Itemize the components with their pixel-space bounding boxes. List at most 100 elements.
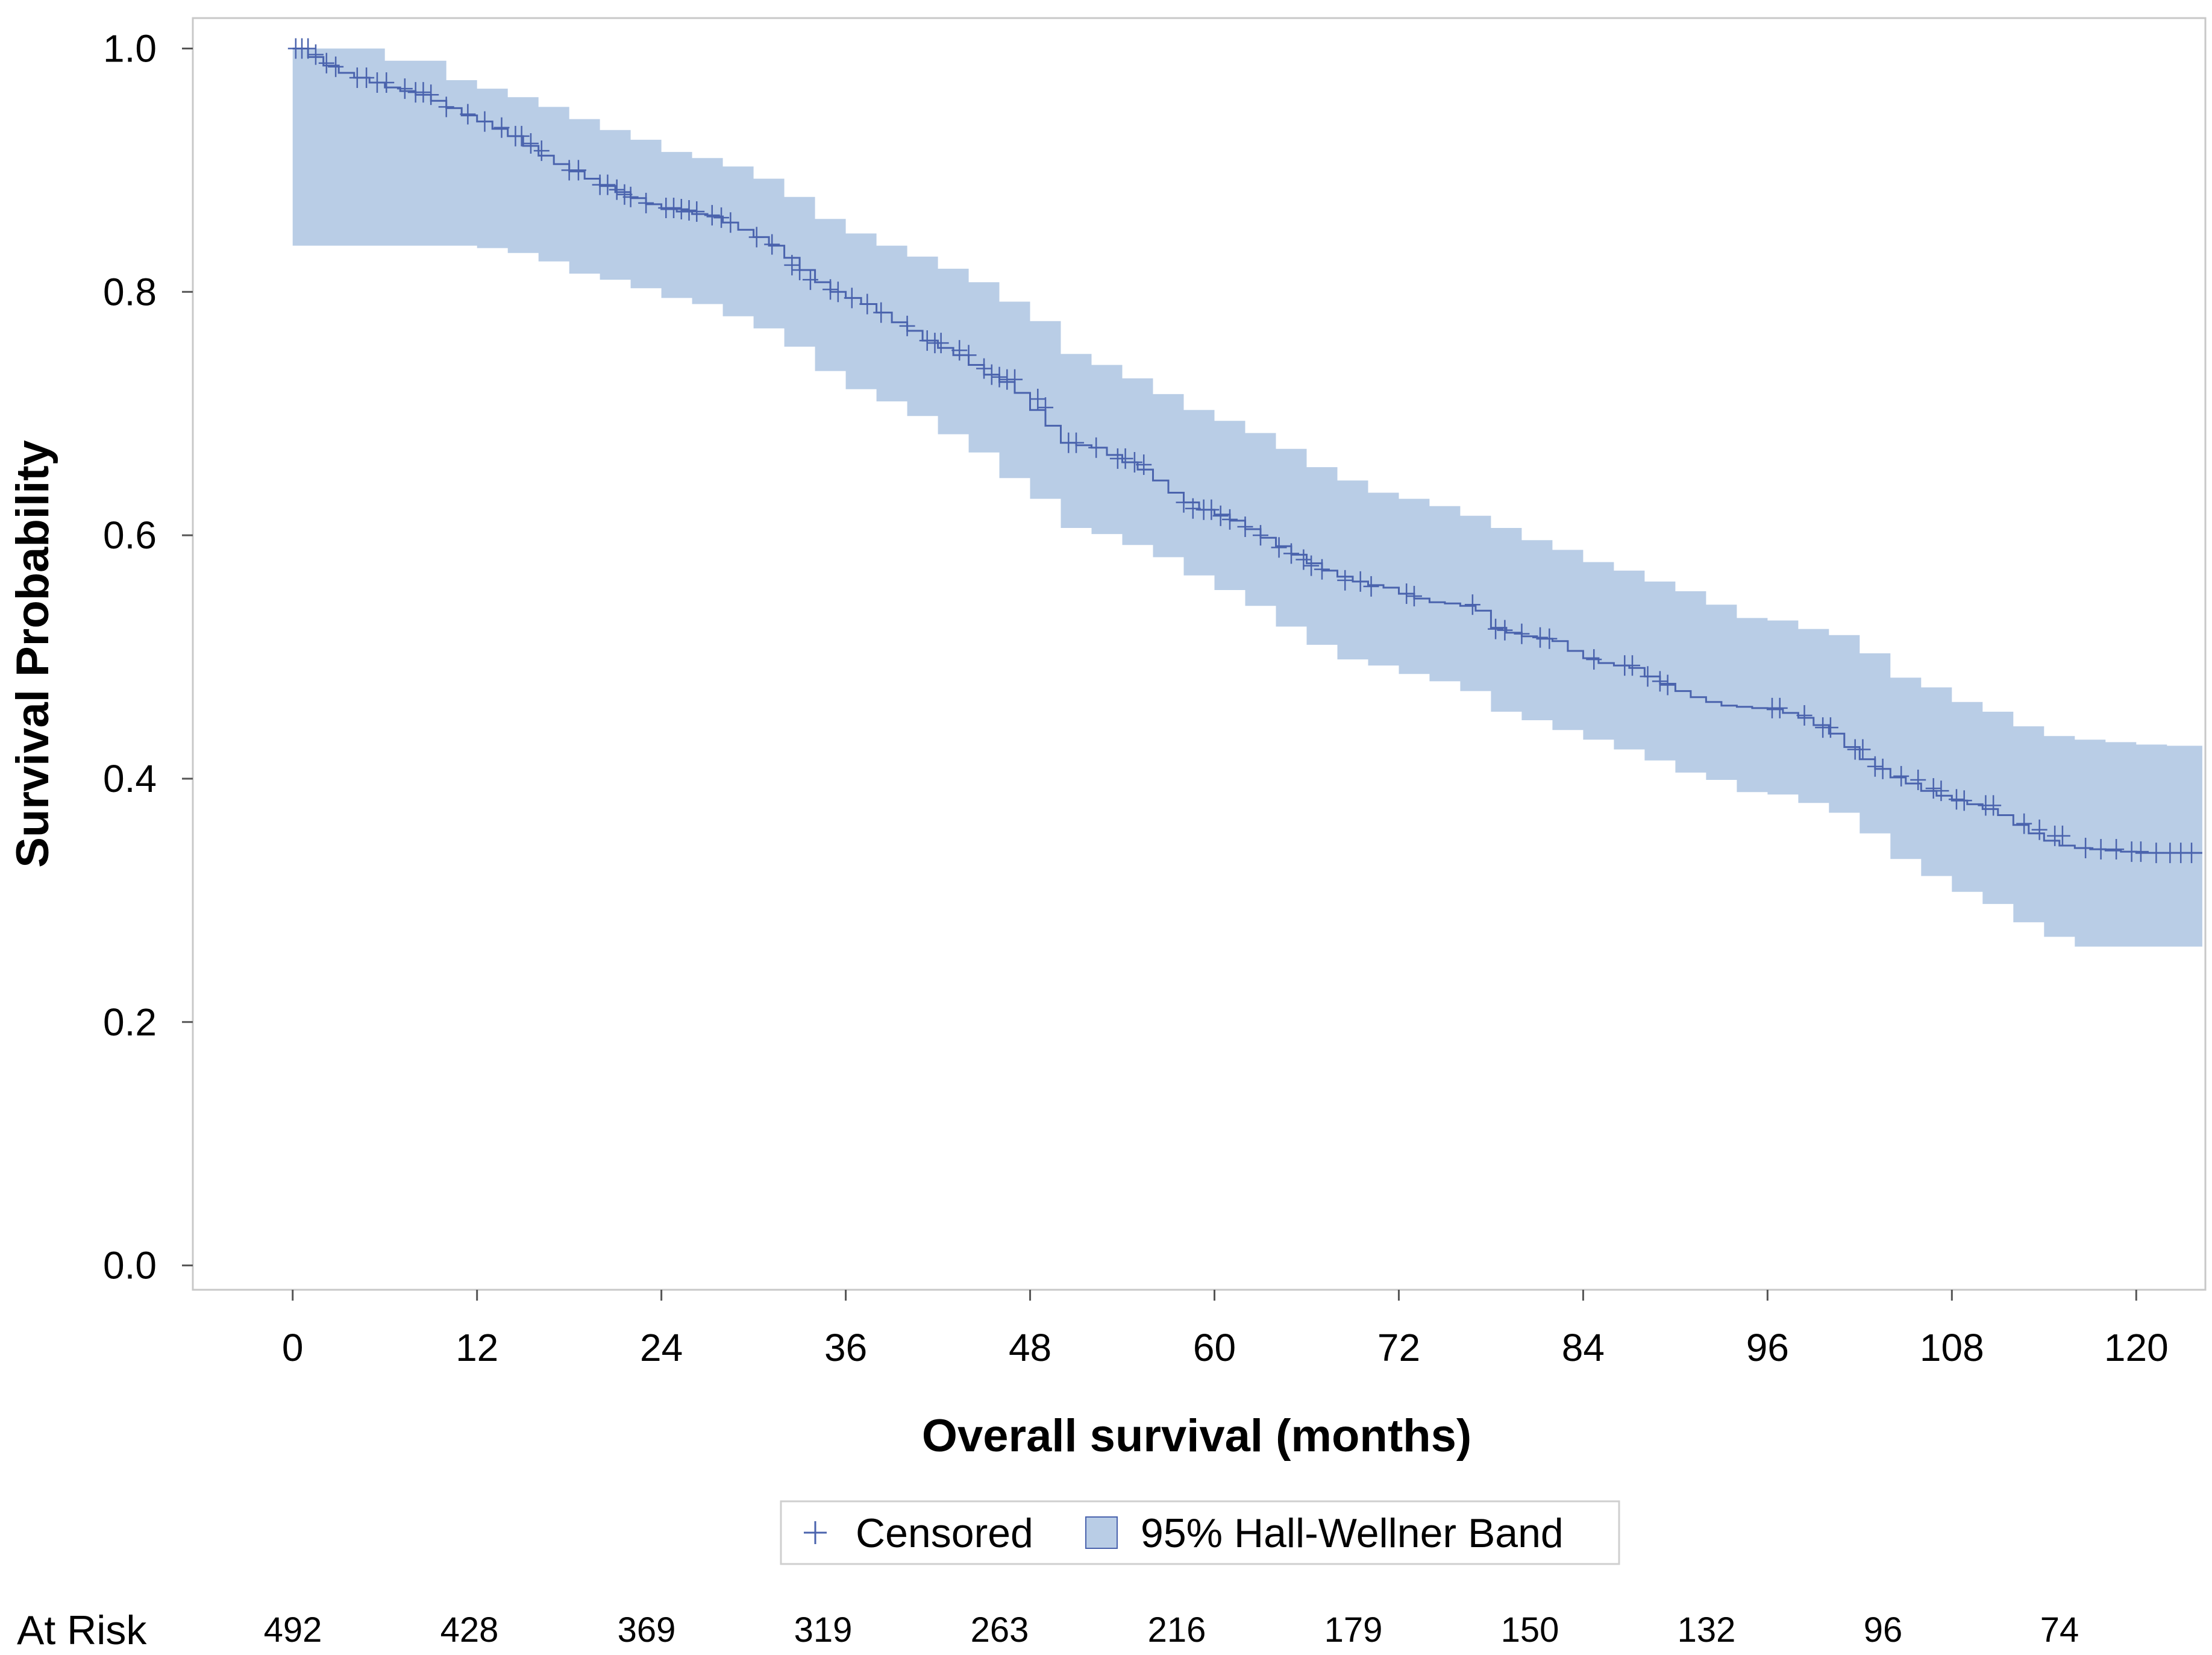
at-risk-count: 216	[1148, 1610, 1206, 1650]
censor-mark	[570, 160, 586, 181]
x-tick-label: 0	[282, 1326, 304, 1369]
censor-mark	[438, 96, 454, 118]
x-tick-label: 120	[2104, 1326, 2169, 1369]
at-risk-count: 96	[1864, 1610, 1903, 1650]
censor-mark	[1464, 594, 1480, 615]
y-tick-label: 0.8	[103, 270, 157, 313]
plot-area	[287, 38, 2202, 955]
censor-mark	[1303, 555, 1320, 576]
censor-mark	[2078, 838, 2094, 859]
censor-mark	[1933, 780, 1949, 802]
censor-mark	[2031, 819, 2048, 840]
x-tick-label: 60	[1193, 1326, 1236, 1369]
censor-mark	[1532, 627, 1549, 648]
censor-mark	[477, 111, 493, 132]
censor-mark	[616, 184, 633, 205]
censor-mark	[873, 302, 889, 323]
censor-mark	[1985, 795, 2002, 816]
legend-band-label: 95% Hall-Wellner Band	[1141, 1510, 1564, 1556]
censor-mark	[423, 84, 439, 105]
censor-mark	[328, 56, 344, 77]
censor-mark	[1176, 492, 1192, 513]
censor-mark	[1068, 432, 1085, 453]
censor-mark	[522, 133, 539, 154]
censor-mark	[722, 212, 739, 233]
censor-mark	[844, 287, 860, 309]
censor-mark	[1586, 649, 1602, 670]
censor-mark	[704, 205, 720, 226]
censor-mark	[2184, 843, 2200, 864]
censor-mark	[1514, 623, 1530, 644]
censor-mark	[1925, 778, 1941, 799]
censor-mark	[784, 254, 800, 275]
censor-mark	[533, 140, 550, 162]
censor-mark	[307, 44, 324, 65]
y-tick-label: 0.6	[103, 513, 157, 557]
x-axis-title: Overall survival (months)	[922, 1410, 1471, 1462]
at-risk-count: 492	[264, 1610, 322, 1650]
censor-mark	[396, 78, 413, 99]
censor-mark	[1221, 509, 1238, 530]
legend-band-swatch	[1085, 1516, 1118, 1549]
censor-mark	[1640, 666, 1656, 687]
censor-mark	[1314, 559, 1330, 580]
censor-mark	[673, 199, 689, 220]
at-risk-count: 74	[2040, 1610, 2079, 1650]
censor-mark	[1117, 448, 1133, 469]
at-risk-table: 492 428 369 319 263 216 179 150 132 96 74	[264, 1610, 2079, 1650]
censor-mark	[822, 279, 839, 300]
censor-mark	[513, 125, 530, 146]
censor-mark	[415, 82, 431, 103]
censor-mark	[638, 192, 654, 213]
x-tick-label: 96	[1746, 1326, 1789, 1369]
x-tick-label: 48	[1009, 1326, 1051, 1369]
x-tick-label: 12	[456, 1326, 498, 1369]
censor-mark	[748, 227, 765, 248]
censor-mark	[2108, 839, 2125, 860]
censor-mark	[1337, 570, 1353, 591]
censor-mark	[666, 197, 682, 218]
censor-mark	[1088, 437, 1104, 458]
censor-mark	[1772, 697, 1788, 718]
censor-mark	[1948, 789, 1964, 810]
y-tick-label: 0.4	[103, 757, 157, 800]
censor-mark	[1541, 628, 1558, 649]
censor-mark	[2054, 825, 2070, 846]
y-tick-label: 1.0	[103, 27, 157, 70]
censor-mark	[1252, 525, 1268, 546]
censor-mark	[2016, 813, 2032, 834]
censor-mark	[960, 345, 977, 366]
censor-mark	[1855, 739, 1871, 760]
censor-mark	[681, 200, 697, 221]
censor-mark	[859, 294, 876, 315]
censor-mark	[1185, 498, 1201, 519]
censor-mark	[1497, 620, 1513, 641]
x-tick-label: 36	[824, 1326, 867, 1369]
censor-mark	[1406, 586, 1422, 607]
censor-mark	[983, 364, 1000, 385]
y-tick-label: 0.2	[103, 1000, 157, 1044]
censor-mark	[1030, 388, 1046, 409]
censor-mark	[1399, 583, 1415, 605]
censor-mark	[493, 117, 510, 138]
x-tick-label: 108	[1920, 1326, 1984, 1369]
censor-mark	[830, 281, 846, 303]
censor-mark	[802, 269, 818, 290]
censor-mark	[1893, 765, 1910, 787]
censor-mark	[919, 330, 935, 351]
censor-mark	[1488, 618, 1504, 639]
censor-mark	[2093, 839, 2109, 860]
censor-mark	[1956, 790, 1972, 811]
at-risk-count: 132	[1678, 1610, 1736, 1650]
plot-frame	[192, 17, 2207, 1291]
censor-mark	[600, 174, 616, 195]
censor-mark	[933, 333, 949, 354]
censor-mark	[1283, 543, 1299, 564]
x-tick-label: 24	[640, 1326, 683, 1369]
censor-mark	[1822, 717, 1838, 738]
confidence-band	[292, 48, 2202, 955]
censor-mark	[1007, 369, 1023, 390]
legend-censored-label: Censored	[856, 1510, 1033, 1556]
censor-mark	[1271, 537, 1287, 558]
